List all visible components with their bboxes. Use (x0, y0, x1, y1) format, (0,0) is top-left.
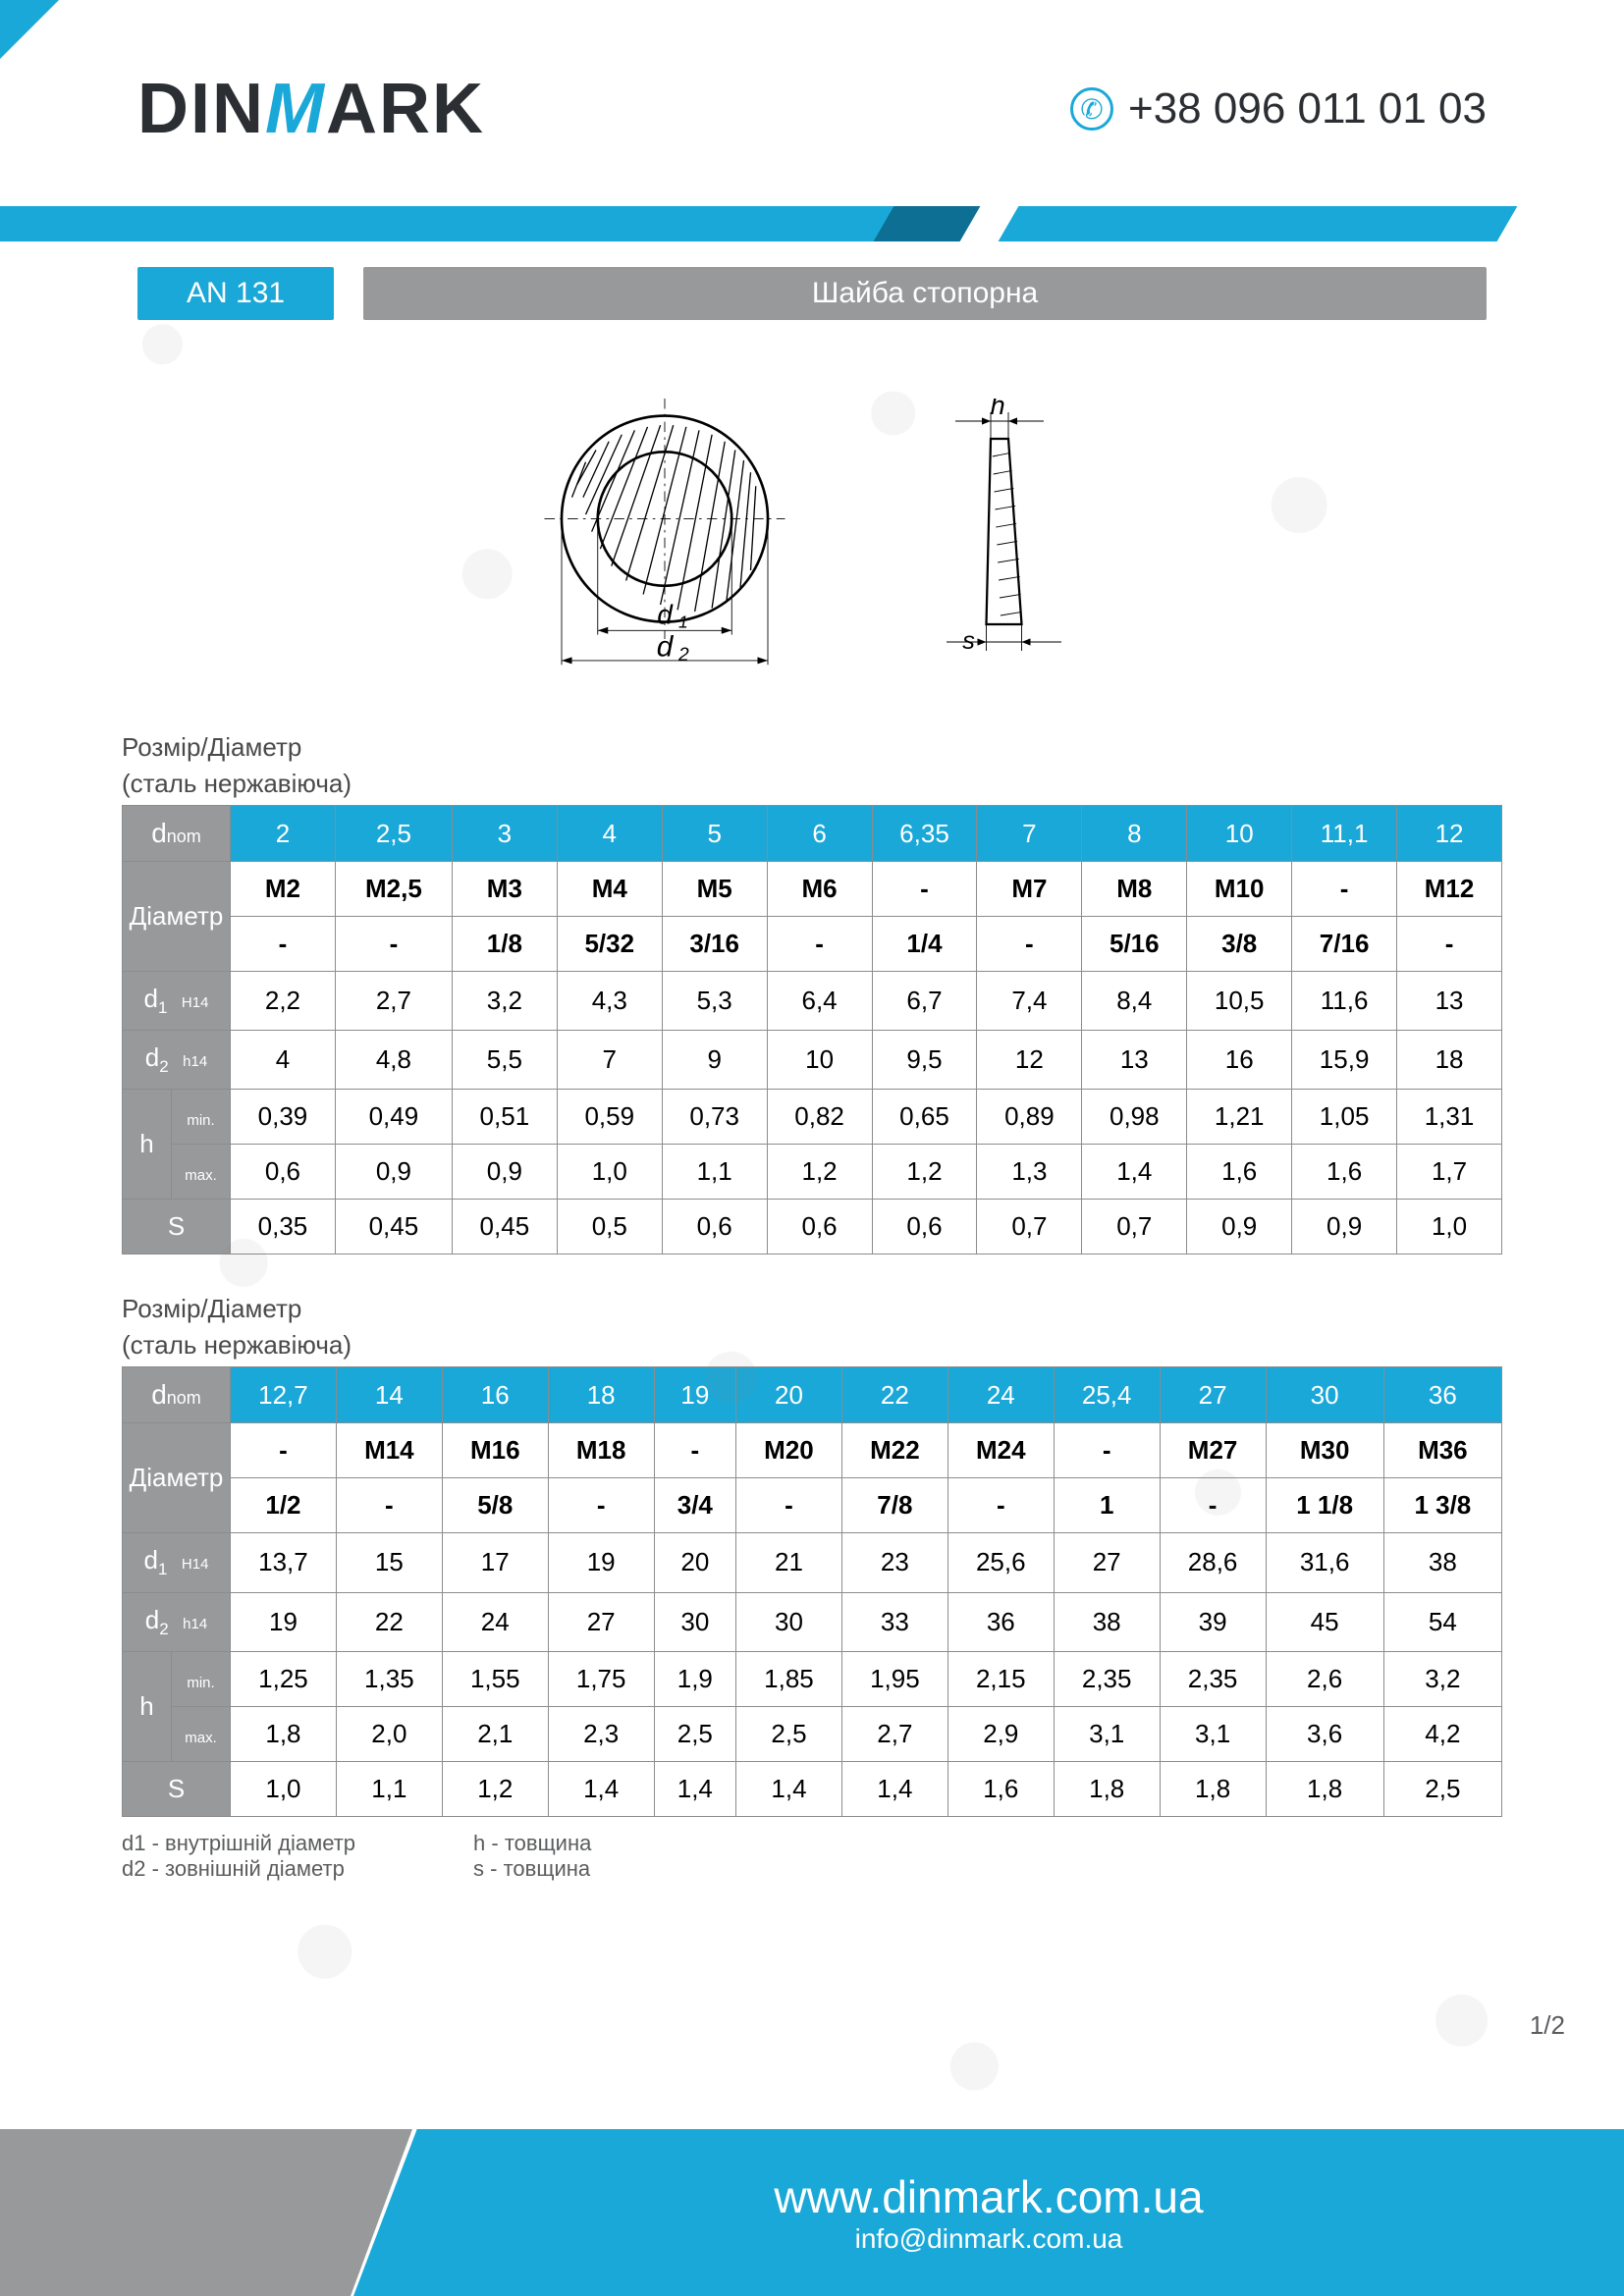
header: DINMARK ✆ +38 096 011 01 03 (0, 0, 1624, 179)
table-row: S 1,01,11,21,41,41,41,41,61,81,81,82,5 (123, 1761, 1502, 1816)
svg-text:d: d (657, 631, 675, 664)
svg-text:h: h (991, 399, 1005, 420)
table-row: d1 H14 13,715171920212325,62728,631,638 (123, 1533, 1502, 1592)
header-rule (0, 206, 1507, 241)
table-row: h min. 1,251,351,551,751,91,851,952,152,… (123, 1651, 1502, 1706)
section-label-1b: (сталь нержавіюча) (122, 769, 1624, 799)
spec-table-2: dnom 12,71416181920222425,4273036 Діамет… (122, 1366, 1502, 1816)
phone: ✆ +38 096 011 01 03 (1070, 84, 1487, 133)
table-row: Діаметр M2M2,5M3M4M5M6-M7M8M10-M12 (123, 862, 1502, 917)
table-row: max. 1,82,02,12,32,52,52,72,93,13,13,64,… (123, 1706, 1502, 1761)
diagram-washer-side: h s (920, 399, 1097, 673)
logo: DINMARK (137, 69, 485, 149)
logo-m-accent: M (265, 70, 326, 148)
h-header: h (123, 1651, 172, 1761)
svg-text:s: s (962, 627, 975, 655)
title-description: Шайба стопорна (363, 267, 1487, 320)
legend: d1 - внутрішній діаметр d2 - зовнішній д… (122, 1831, 1502, 1882)
diameter-header: Діаметр (123, 862, 231, 972)
h-max-header: max. (172, 1145, 231, 1200)
footer-grey-segment (0, 2129, 412, 2296)
svg-text:2: 2 (677, 645, 689, 666)
d1-header: d1 H14 (123, 1533, 231, 1592)
table-row: S 0,350,450,450,50,60,60,60,70,70,90,91,… (123, 1200, 1502, 1255)
table-row: d1 H14 2,22,73,24,35,36,46,77,48,410,511… (123, 972, 1502, 1031)
legend-d2: d2 - зовнішній діаметр (122, 1856, 355, 1882)
footer-blue-segment: www.dinmark.com.ua info@dinmark.com.ua (353, 2129, 1624, 2296)
diagram-washer-front: d1 d2 (527, 399, 802, 673)
phone-icon: ✆ (1070, 87, 1113, 131)
section-label-2b: (сталь нержавіюча) (122, 1330, 1624, 1361)
title-reference: AN 131 (137, 267, 334, 320)
d2-header: d2 h14 (123, 1592, 231, 1651)
section-label-2a: Розмір/Діаметр (122, 1294, 1624, 1324)
diameter-header: Діаметр (123, 1423, 231, 1533)
legend-s: s - товщина (473, 1856, 591, 1882)
spec-table-1: dnom 22,534566,35781011,112 Діаметр M2M2… (122, 805, 1502, 1255)
corner-top-left (0, 0, 59, 59)
table-row: d2 h14 192224273030333638394554 (123, 1592, 1502, 1651)
footer: www.dinmark.com.ua info@dinmark.com.ua (0, 2129, 1624, 2296)
table-row: max. 0,60,90,91,01,11,21,21,31,41,61,61,… (123, 1145, 1502, 1200)
table-row: 1/2-5/8-3/4-7/8-1-1 1/81 3/8 (123, 1478, 1502, 1533)
s-header: S (123, 1200, 231, 1255)
page-number: 1/2 (1530, 2010, 1565, 2041)
d1-header: d1 H14 (123, 972, 231, 1031)
table-row: --1/85/323/16-1/4-5/163/87/16- (123, 917, 1502, 972)
table-row: dnom 12,71416181920222425,4273036 (123, 1367, 1502, 1423)
table-row: dnom 22,534566,35781011,112 (123, 806, 1502, 862)
diagram-zone: d1 d2 h s (0, 349, 1624, 722)
footer-url: www.dinmark.com.ua (774, 2170, 1203, 2223)
section-label-1a: Розмір/Діаметр (122, 732, 1624, 763)
s-header: S (123, 1761, 231, 1816)
phone-number: +38 096 011 01 03 (1128, 84, 1487, 133)
table-row: d2 h14 44,85,579109,512131615,918 (123, 1031, 1502, 1090)
legend-h: h - товщина (473, 1831, 591, 1856)
title-bar: AN 131 Шайба стопорна (137, 267, 1487, 320)
d2-header: d2 h14 (123, 1031, 231, 1090)
svg-text:1: 1 (678, 613, 688, 632)
footer-email: info@dinmark.com.ua (855, 2223, 1123, 2255)
dnom-header: dnom (123, 806, 231, 862)
logo-suffix: ARK (326, 70, 485, 148)
svg-text:d: d (657, 599, 674, 629)
dnom-header: dnom (123, 1367, 231, 1423)
legend-d1: d1 - внутрішній діаметр (122, 1831, 355, 1856)
logo-prefix: DIN (137, 70, 265, 148)
h-min-header: min. (172, 1090, 231, 1145)
h-max-header: max. (172, 1706, 231, 1761)
h-min-header: min. (172, 1651, 231, 1706)
table-row: h min. 0,390,490,510,590,730,820,650,890… (123, 1090, 1502, 1145)
table-row: Діаметр -M14M16M18-M20M22M24-M27M30M36 (123, 1423, 1502, 1478)
